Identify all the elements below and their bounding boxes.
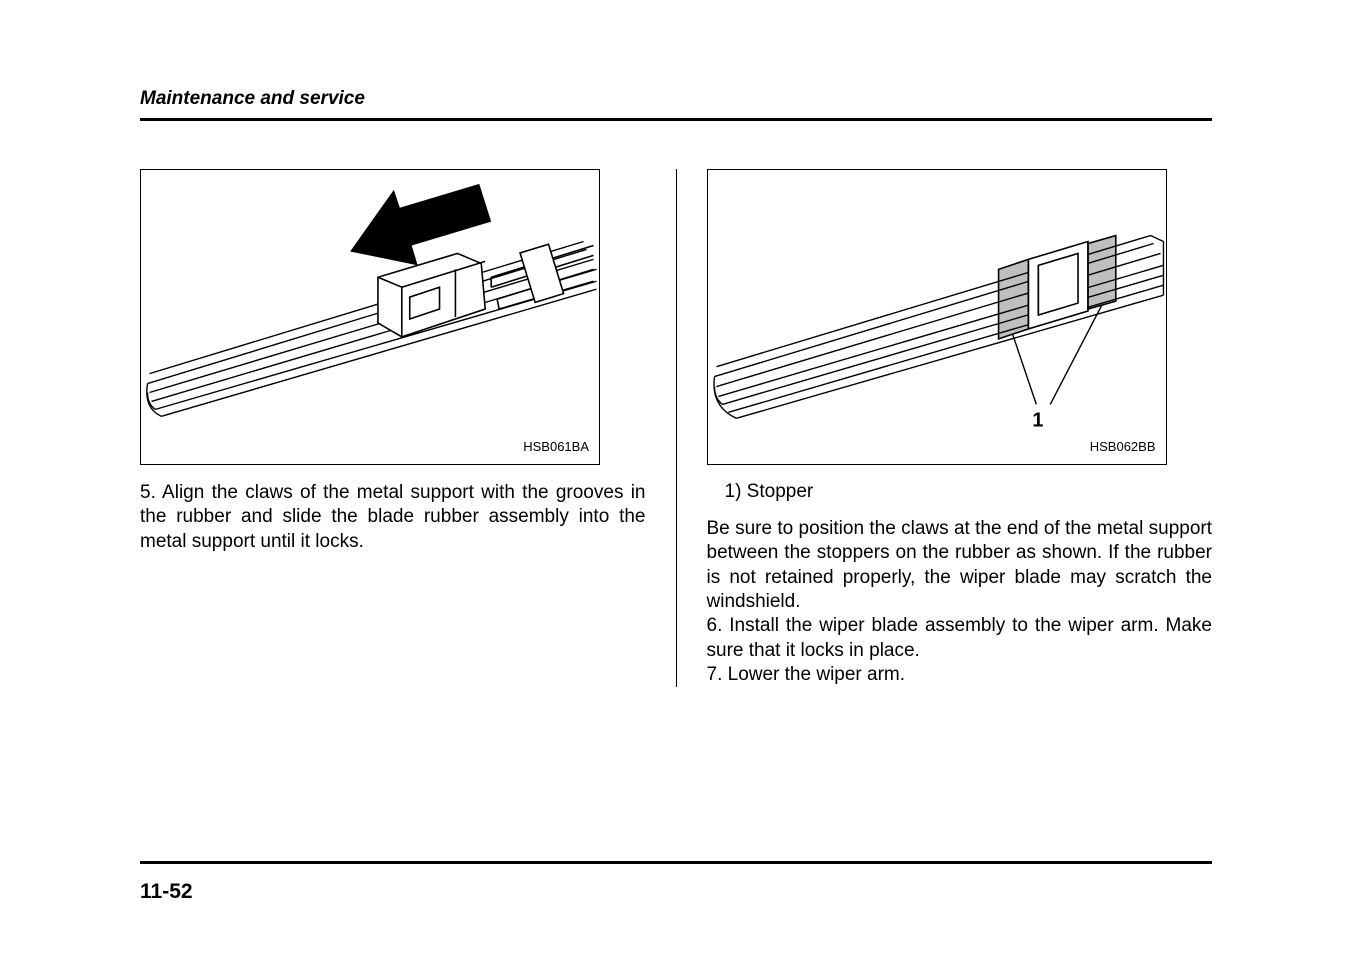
figure-right: 1 HSB062BB bbox=[707, 169, 1167, 465]
step-6-text: 6. Install the wiper blade assembly to t… bbox=[707, 614, 1213, 663]
step-7-text: 7. Lower the wiper arm. bbox=[707, 663, 1213, 687]
header-rule bbox=[140, 118, 1212, 121]
two-column-layout: HSB061BA 5. Align the claws of the metal… bbox=[140, 169, 1212, 687]
callout-legend: 1) Stopper bbox=[725, 481, 1213, 503]
wiper-stopper-diagram-icon: 1 bbox=[708, 170, 1166, 464]
paragraph-stopper-note: Be sure to position the claws at the end… bbox=[707, 517, 1213, 614]
step-5-text: 5. Align the claws of the metal support … bbox=[140, 481, 646, 554]
callout-1-label: 1 bbox=[1032, 409, 1043, 431]
section-header: Maintenance and service bbox=[140, 88, 1212, 110]
page-number: 11-52 bbox=[140, 880, 193, 904]
figure-code: HSB062BB bbox=[1090, 439, 1156, 454]
figure-code: HSB061BA bbox=[523, 439, 589, 454]
manual-page: Maintenance and service bbox=[0, 0, 1352, 954]
left-column: HSB061BA 5. Align the claws of the metal… bbox=[140, 169, 677, 687]
figure-left: HSB061BA bbox=[140, 169, 600, 465]
footer-rule bbox=[140, 861, 1212, 864]
right-column: 1 HSB062BB 1) Stopper Be sure to positio… bbox=[677, 169, 1213, 687]
wiper-insert-diagram-icon bbox=[141, 170, 599, 464]
